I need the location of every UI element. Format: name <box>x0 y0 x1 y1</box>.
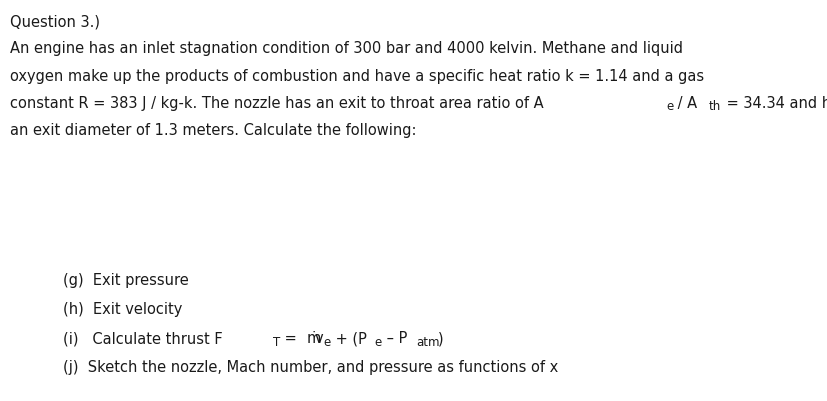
Text: atm: atm <box>416 335 440 348</box>
Text: e: e <box>374 335 381 348</box>
Text: (h)  Exit velocity: (h) Exit velocity <box>63 302 182 316</box>
Text: T: T <box>273 335 280 348</box>
Text: Question 3.): Question 3.) <box>10 14 100 29</box>
Text: (i)   Calculate thrust F: (i) Calculate thrust F <box>63 330 222 345</box>
Text: (j)  Sketch the nozzle, Mach number, and pressure as functions of x: (j) Sketch the nozzle, Mach number, and … <box>63 359 557 374</box>
Text: / A: / A <box>672 96 696 111</box>
Text: e: e <box>323 335 331 348</box>
Text: =: = <box>280 330 301 345</box>
Text: An engine has an inlet stagnation condition of 300 bar and 4000 kelvin. Methane : An engine has an inlet stagnation condit… <box>10 41 682 56</box>
Text: – P: – P <box>381 330 407 345</box>
Text: e: e <box>666 100 672 113</box>
Text: constant R = 383 J / kg-k. The nozzle has an exit to throat area ratio of A: constant R = 383 J / kg-k. The nozzle ha… <box>10 96 543 111</box>
Text: (g)  Exit pressure: (g) Exit pressure <box>63 273 189 288</box>
Text: v: v <box>314 330 323 345</box>
Text: ): ) <box>437 330 443 345</box>
Text: + (P: + (P <box>331 330 366 345</box>
Text: oxygen make up the products of combustion and have a specific heat ratio k = 1.1: oxygen make up the products of combustio… <box>10 69 703 83</box>
Text: an exit diameter of 1.3 meters. Calculate the following:: an exit diameter of 1.3 meters. Calculat… <box>10 123 416 138</box>
Text: ṁ: ṁ <box>306 330 320 345</box>
Text: th: th <box>707 100 719 113</box>
Text: = 34.34 and has: = 34.34 and has <box>722 96 827 111</box>
